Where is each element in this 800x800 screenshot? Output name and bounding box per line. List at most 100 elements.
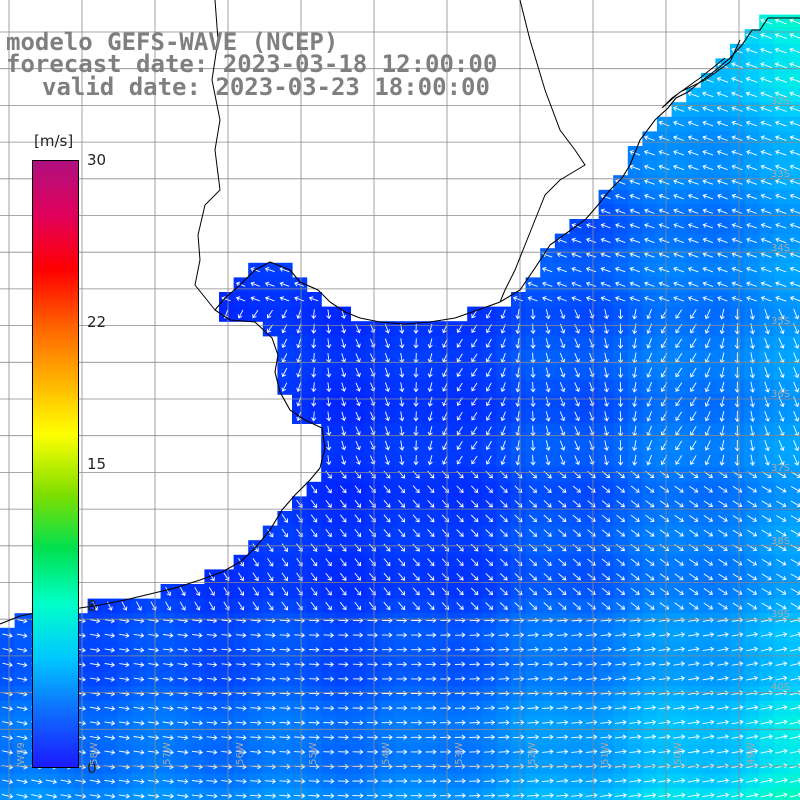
wind-arrow xyxy=(2,706,14,712)
wind-arrow xyxy=(776,559,787,566)
wind-arrow xyxy=(410,705,423,711)
wind-arrow xyxy=(250,661,262,667)
wind-arrow xyxy=(600,778,613,784)
wind-arrow xyxy=(600,632,612,638)
wind-arrow xyxy=(764,439,770,452)
wind-arrow xyxy=(454,647,466,653)
wind-arrow xyxy=(352,632,364,638)
wind-arrow xyxy=(645,485,655,493)
wind-arrow xyxy=(191,793,204,799)
wind-arrow xyxy=(658,149,670,156)
wind-arrow xyxy=(658,252,670,258)
wind-arrow xyxy=(398,543,406,552)
wind-arrow xyxy=(89,749,101,755)
wind-arrow xyxy=(760,281,772,288)
wind-arrow xyxy=(177,632,189,638)
wind-arrow xyxy=(311,309,317,320)
wind-arrow xyxy=(441,587,450,596)
wind-arrow xyxy=(603,454,609,466)
wind-arrow xyxy=(690,455,697,466)
wind-arrow xyxy=(658,208,670,214)
wind-arrow xyxy=(206,661,218,668)
wind-arrow xyxy=(325,572,332,581)
wind-arrow xyxy=(279,793,291,799)
wind-arrow xyxy=(456,587,464,596)
wind-arrow xyxy=(644,266,655,273)
wind-arrow xyxy=(703,573,714,581)
wind-arrow xyxy=(775,719,788,725)
wind-arrow xyxy=(310,485,318,494)
wind-arrow xyxy=(542,266,553,273)
wind-arrow xyxy=(352,734,364,740)
wind-arrow xyxy=(775,661,788,667)
wind-arrow xyxy=(571,237,582,244)
wind-arrow xyxy=(485,338,492,348)
wind-arrow xyxy=(367,734,379,740)
wind-arrow xyxy=(760,719,774,725)
wind-arrow xyxy=(600,266,611,273)
wind-arrow xyxy=(745,76,758,83)
wind-arrow xyxy=(542,617,554,623)
wind-arrow xyxy=(121,601,128,611)
wind-arrow xyxy=(760,179,772,185)
wind-arrow xyxy=(279,296,290,302)
wind-arrow xyxy=(778,352,785,364)
wind-arrow xyxy=(789,18,800,24)
wind-arrow xyxy=(267,587,274,596)
wind-arrow xyxy=(615,632,627,638)
wind-arrow xyxy=(148,662,159,668)
wind-arrow xyxy=(527,690,539,696)
wind-arrow xyxy=(2,720,14,726)
wind-speed-cell xyxy=(788,58,800,74)
wind-speed-cell xyxy=(788,350,800,366)
wind-arrow xyxy=(556,266,567,273)
wind-arrow xyxy=(600,208,611,214)
wind-arrow xyxy=(16,676,28,682)
wind-arrow xyxy=(749,352,755,364)
wind-arrow xyxy=(717,296,728,302)
wind-arrow xyxy=(543,602,552,610)
wind-arrow xyxy=(512,792,525,799)
wind-arrow xyxy=(281,309,288,319)
wind-arrow xyxy=(687,719,700,725)
wind-arrow xyxy=(177,647,189,653)
wind-arrow xyxy=(717,632,729,638)
wind-arrow xyxy=(454,705,466,711)
wind-arrow xyxy=(545,411,551,422)
wind-arrow xyxy=(556,296,567,302)
wind-arrow xyxy=(252,601,259,611)
wind-arrow xyxy=(456,573,464,581)
wind-arrow xyxy=(775,646,788,652)
wind-arrow xyxy=(658,734,671,740)
wind-arrow xyxy=(396,632,408,638)
wind-arrow xyxy=(471,426,478,436)
wind-arrow xyxy=(690,411,697,422)
wind-arrow xyxy=(441,558,450,567)
wind-arrow xyxy=(527,719,540,726)
wind-arrow xyxy=(89,793,101,799)
wind-arrow xyxy=(704,367,711,378)
wind-arrow xyxy=(760,748,774,754)
wind-arrow xyxy=(616,558,625,566)
wind-arrow xyxy=(615,676,627,682)
wind-speed-cell xyxy=(511,788,527,800)
wind-arrow xyxy=(618,381,624,393)
wind-arrow xyxy=(454,734,466,740)
wind-arrow xyxy=(252,309,259,319)
wind-arrow xyxy=(731,179,743,185)
wind-arrow xyxy=(746,266,758,273)
wind-arrow xyxy=(310,558,318,567)
wind-arrow xyxy=(585,266,597,273)
wind-arrow xyxy=(616,587,626,595)
wind-arrow xyxy=(618,352,624,364)
wind-arrow xyxy=(310,572,318,582)
longitude-label: 55W xyxy=(307,742,319,765)
wind-arrow xyxy=(425,778,437,784)
wind-arrow xyxy=(235,720,247,726)
wind-arrow xyxy=(658,266,670,273)
wind-arrow xyxy=(194,587,201,596)
wind-arrow xyxy=(104,662,116,668)
wind-arrow xyxy=(618,308,624,320)
wind-arrow xyxy=(162,778,174,784)
wind-arrow xyxy=(514,573,523,581)
